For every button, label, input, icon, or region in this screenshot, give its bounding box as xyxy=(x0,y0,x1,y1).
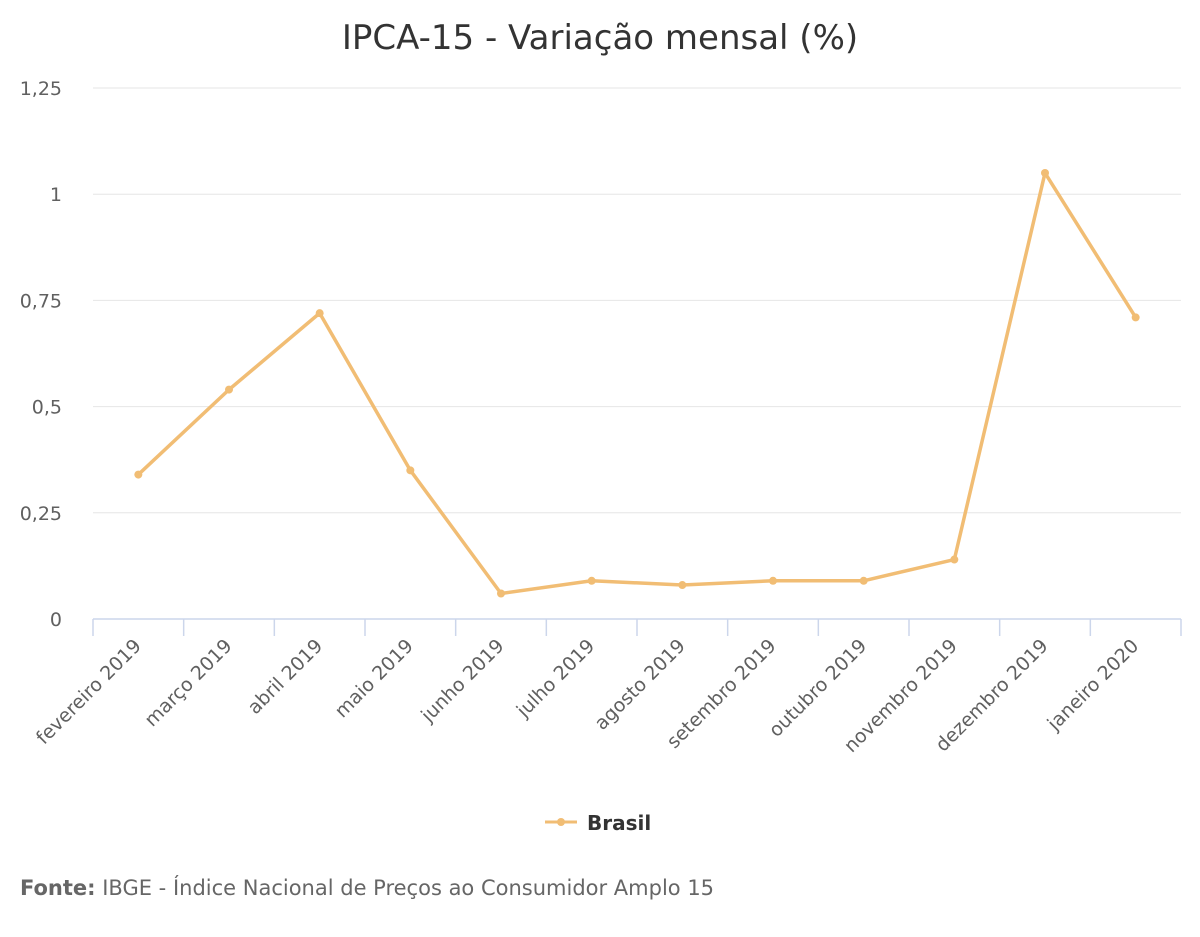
x-tick-label: agosto 2019 xyxy=(590,635,689,734)
data-point[interactable] xyxy=(315,309,324,318)
legend[interactable]: Brasil xyxy=(545,811,651,835)
x-tick-label: janeiro 2020 xyxy=(1043,635,1144,736)
x-tick-label: fevereiro 2019 xyxy=(32,635,146,749)
x-tick-label: maio 2019 xyxy=(331,635,418,722)
y-tick-label: 0,5 xyxy=(32,397,62,419)
x-tick-label: julho 2019 xyxy=(512,635,599,722)
y-axis: 0 0,25 0,5 0,75 1 1,25 xyxy=(20,78,62,631)
source-text: IBGE - Índice Nacional de Preços ao Cons… xyxy=(95,876,715,900)
grid xyxy=(93,87,1181,514)
y-tick-label: 0 xyxy=(50,609,62,631)
y-tick-label: 0,75 xyxy=(20,290,62,312)
y-tick-label: 0,25 xyxy=(20,503,62,525)
series-brasil[interactable] xyxy=(134,168,1140,598)
data-point[interactable] xyxy=(950,555,959,564)
data-point[interactable] xyxy=(1131,313,1140,322)
data-point[interactable] xyxy=(678,581,687,590)
x-tick-label: março 2019 xyxy=(140,635,236,731)
data-point[interactable] xyxy=(859,576,868,585)
chart-title: IPCA-15 - Variação mensal (%) xyxy=(342,18,858,58)
legend-label-brasil[interactable]: Brasil xyxy=(587,811,651,835)
y-tick-label: 1,25 xyxy=(20,78,62,100)
legend-point-marker xyxy=(557,818,565,826)
data-point[interactable] xyxy=(406,466,415,475)
data-point[interactable] xyxy=(497,589,505,598)
data-point[interactable] xyxy=(1041,168,1049,177)
data-point[interactable] xyxy=(225,385,233,394)
y-tick-label: 1 xyxy=(50,184,62,206)
source-label: Fonte: xyxy=(20,876,96,900)
data-point[interactable] xyxy=(134,470,143,479)
x-tick-label: junho 2019 xyxy=(416,635,508,727)
data-point[interactable] xyxy=(769,576,777,585)
data-point[interactable] xyxy=(587,576,596,585)
source-note: Fonte: IBGE - Índice Nacional de Preços … xyxy=(20,876,714,900)
series-line-brasil[interactable] xyxy=(136,171,1138,596)
x-tick-label: abril 2019 xyxy=(243,635,327,719)
